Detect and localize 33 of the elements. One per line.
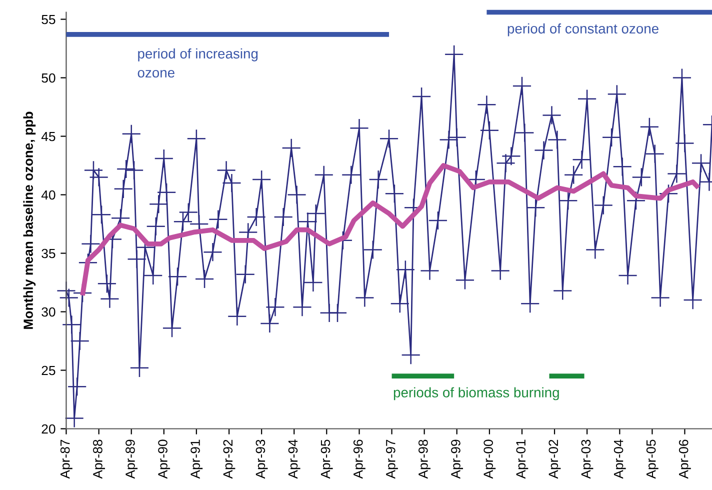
x-tick-label: Apr-02 [548, 440, 561, 479]
line-series [80, 163, 701, 298]
y-axis-title: Monthly mean baseline ozone, ppb [23, 112, 36, 329]
x-tick-label: Apr-96 [353, 440, 366, 479]
x-tick-label: Apr-90 [158, 440, 170, 479]
x-tick-label: Apr-89 [126, 440, 138, 479]
x-tick-label: Apr-95 [320, 440, 333, 479]
y-tick-label: 50 [42, 73, 56, 83]
x-tick-label: Apr-93 [256, 440, 268, 479]
y-tick-label: 40 [41, 190, 56, 200]
x-tick-label: Apr-87 [60, 440, 72, 479]
x-tick-label: Apr-00 [484, 440, 496, 479]
y-tick-label: 55 [42, 14, 56, 24]
x-tick-label: Apr-05 [646, 440, 658, 479]
series-label: periods of biomass burning [394, 387, 559, 400]
y-tick-label: 35 [42, 248, 56, 258]
x-tick-label: Apr-88 [93, 440, 105, 479]
series-label: period of constant ozone [508, 23, 658, 36]
x-tick-label: Apr-94 [288, 440, 300, 479]
x-tick-label: Apr-06 [678, 440, 691, 479]
x-tick-label: Apr-98 [418, 440, 430, 479]
x-tick-label: Apr-91 [190, 440, 203, 479]
y-tick-label: 45 [41, 132, 56, 142]
x-tick-label: Apr-01 [516, 440, 528, 479]
series-label: period of increasing ozone [138, 48, 258, 78]
y-tick-label: 20 [42, 424, 56, 434]
y-tick-label: 25 [42, 366, 56, 376]
x-tick-label: Apr-04 [614, 440, 626, 479]
x-tick-label: Apr-99 [451, 440, 463, 479]
x-tick-label: Apr-92 [223, 440, 236, 479]
x-tick-label: Apr-03 [581, 440, 594, 479]
y-tick-label: 30 [42, 307, 56, 317]
x-tick-label: Apr-97 [386, 440, 398, 479]
